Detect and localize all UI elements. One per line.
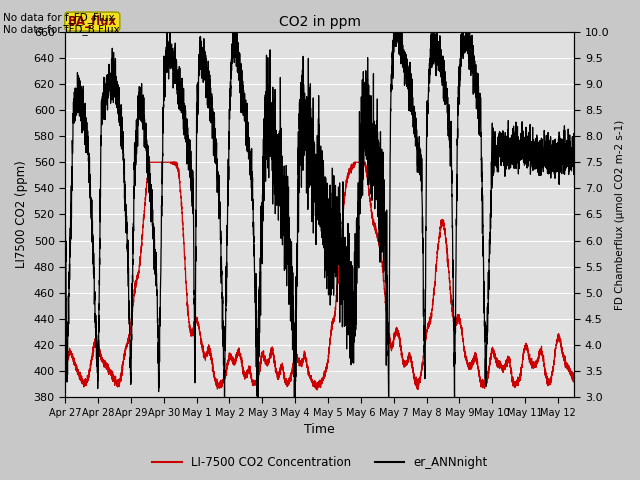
Legend: LI-7500 CO2 Concentration, er_ANNnight: LI-7500 CO2 Concentration, er_ANNnight bbox=[147, 452, 493, 474]
Y-axis label: LI7500 CO2 (ppm): LI7500 CO2 (ppm) bbox=[15, 161, 28, 268]
Text: No data for f_FD_Flux: No data for f_FD_Flux bbox=[3, 12, 115, 23]
Text: BA_flux: BA_flux bbox=[68, 15, 117, 28]
Y-axis label: FD Chamberflux (μmol CO2 m-2 s-1): FD Chamberflux (μmol CO2 m-2 s-1) bbox=[615, 120, 625, 310]
X-axis label: Time: Time bbox=[305, 423, 335, 436]
Title: CO2 in ppm: CO2 in ppm bbox=[279, 15, 361, 29]
Text: No data for f̅FD̅_B Flux: No data for f̅FD̅_B Flux bbox=[3, 24, 120, 35]
